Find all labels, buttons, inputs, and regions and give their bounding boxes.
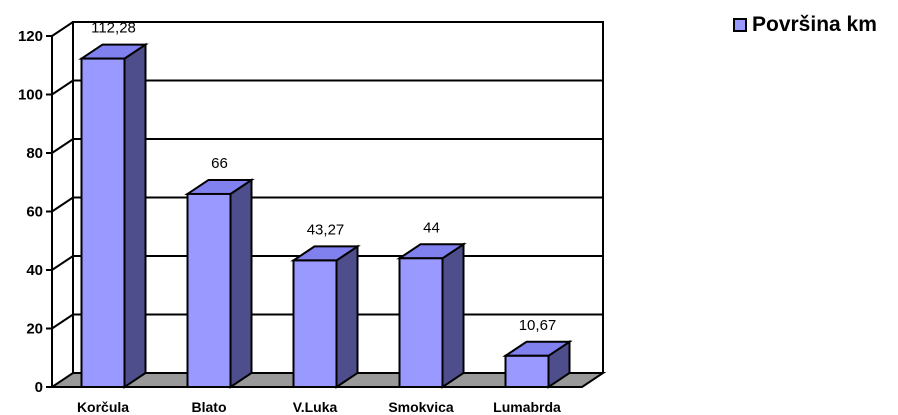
bar-side — [441, 242, 465, 389]
bar — [398, 257, 444, 388]
y-tick-label: 80 — [26, 145, 43, 162]
data-label: 112,28 — [91, 20, 136, 37]
legend: Površina km — [733, 13, 877, 37]
x-category-label: V.Luka — [293, 399, 338, 415]
y-tick-label: 40 — [26, 262, 43, 279]
x-category-label: Smokvica — [388, 399, 454, 415]
y-tick-label: 120 — [18, 28, 43, 45]
labels-layer: 0 20 40 60 80 100 120 Korčula 112,28 Blato 66 V.Luk… — [18, 20, 561, 415]
gridline — [51, 79, 603, 96]
data-label: 44 — [423, 219, 440, 236]
bar — [292, 259, 338, 388]
bar-side — [229, 178, 253, 389]
bar-side — [123, 42, 147, 389]
y-tick-label: 100 — [18, 87, 43, 104]
bars-layer — [78, 42, 573, 389]
bar-group — [290, 244, 361, 389]
gridline — [51, 196, 603, 213]
gridline — [51, 138, 603, 154]
y-tick-label: 0 — [35, 379, 43, 396]
gridline — [51, 21, 603, 37]
x-category-label: Korčula — [77, 399, 129, 415]
legend-label: Površina km — [752, 13, 877, 36]
bar-group — [502, 339, 573, 389]
bar-group — [184, 178, 255, 389]
legend-swatch — [733, 18, 747, 32]
y-tick-label: 20 — [26, 321, 43, 338]
y-tick-label: 60 — [26, 204, 43, 221]
bar — [80, 57, 126, 389]
x-category-label: Blato — [192, 399, 227, 415]
bar-group — [396, 242, 467, 389]
bar-side — [335, 244, 359, 389]
data-label: 43,27 — [307, 221, 345, 238]
bar — [504, 354, 550, 389]
data-label: 66 — [211, 155, 228, 172]
x-category-label: Lumabrda — [493, 399, 561, 415]
bar-group — [78, 42, 149, 389]
bar — [186, 192, 232, 388]
data-label: 10,67 — [519, 317, 557, 334]
